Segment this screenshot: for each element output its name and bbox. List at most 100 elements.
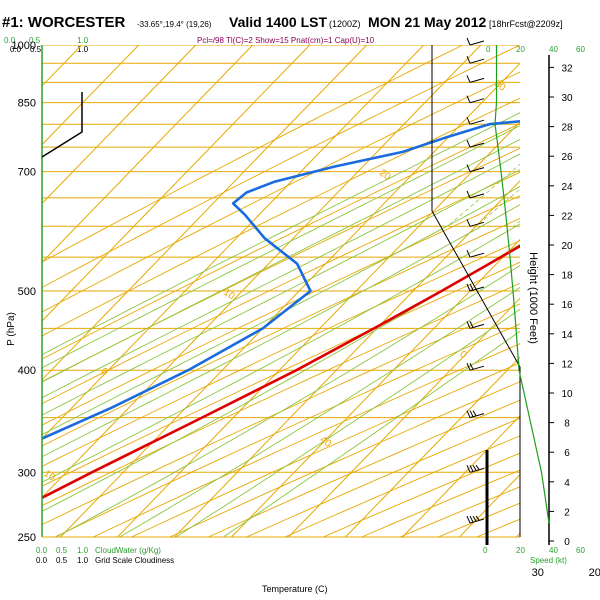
speed-scale-top-0: 0 [486,45,491,54]
height-tick-label: 30 [561,93,573,104]
height-tick-label: 20 [561,241,573,252]
isotherm-label: 20 [377,167,393,183]
wind-barb [469,119,485,125]
speed-scale-bottom-2: 40 [549,546,558,555]
mixing-ratio-line [568,45,600,226]
isotherm-line [42,45,254,263]
isotherm-line [60,62,520,537]
mixing-ratio-line [447,163,520,227]
dry-adiabat-line [169,381,520,537]
moist-adiabat-line [42,112,520,356]
height-tick-label: 0 [564,537,570,548]
speed-scale-bottom-0: 0 [483,546,488,555]
cloud-scale-bottom-g1: 0.5 [56,546,68,555]
speed-axis-label: Speed (kt) [530,556,567,565]
isotherm-label: 30 [492,78,508,94]
speed-scale-top-2: 40 [549,45,558,54]
isotherm-line [42,45,425,440]
moist-adiabat-line [42,204,520,458]
height-axis-label: Height (1000 Feet) [527,252,539,344]
height-tick-label: 26 [561,152,573,163]
dry-adiabat-line [42,217,520,447]
dry-adiabat-line [42,97,520,337]
wind-barb-flag [466,95,471,103]
speed-scale-top-1: 20 [516,45,525,54]
wind-barb [469,518,485,524]
cloud-scale-top-1: 0.5 [29,36,41,45]
wind-barb-flag [469,410,474,417]
wind-barb-flag [466,321,471,329]
dry-adiabat-line [42,45,464,263]
forecast-hour: [18hrFcst@2209z] [489,19,563,29]
height-tick-label: 22 [561,211,573,222]
data-layer [42,119,520,500]
wind-barb-flag [469,283,474,291]
dry-adiabat-line [42,282,520,507]
moist-adiabat-line [42,138,520,383]
moist-adiabat-line [42,243,520,512]
wind-barb-flag [466,249,471,258]
dry-adiabat-line [42,71,520,313]
temperature-tick-label: 20 [589,567,600,579]
isotherm-line [42,45,140,146]
dry-adiabat-line [42,195,520,426]
wind-barb-flag [466,283,471,292]
cloud-bracket-line [41,92,83,158]
wind-barb [469,252,485,258]
cloud-scale-top-b2: 1.0 [77,45,89,54]
wind-barb [469,98,485,104]
wind-barb [469,467,485,473]
cloud-scale-bottom-b0: 0.0 [36,556,48,565]
wind-barb-flag [469,465,474,472]
wind-barb-flag [466,56,471,64]
y-axis-label: P (hPa) [6,312,17,346]
isotherm-line [42,45,311,322]
height-tick-label: 4 [564,478,570,489]
isotherm-line [288,297,520,537]
wind-barb-flag [469,321,474,328]
height-tick-label: 14 [561,330,573,341]
wind-barb-flag [466,362,471,371]
pressure-tick-label: 250 [18,532,36,544]
dry-adiabat-line [42,303,520,526]
isotherm-line [42,45,197,205]
dry-adiabat-line [131,362,520,537]
pressure-tick-label: 850 [18,98,36,110]
isotherm-line [174,180,520,537]
wind-barb-flag [466,219,471,227]
height-tick-label: 16 [561,300,573,311]
dry-adiabat-line [42,45,520,288]
moist-adiabat-line [42,185,520,436]
axes-layer: 2503004005007008501000302010010203040024… [12,37,600,579]
wind-barb [469,221,485,227]
pressure-tick-label: 400 [18,365,36,377]
wind-barb-flag [475,464,480,470]
isotherm-line [345,356,520,537]
wind-speed-profile [494,45,550,524]
wind-barb-flag [466,410,471,418]
wind-barb-flag [472,515,477,522]
wind-barb [469,413,485,419]
dry-adiabat-line [42,123,520,360]
mixing-ratio-line [550,45,600,226]
dewpoint-profile [42,119,520,440]
wind-barb [469,142,485,148]
cloud-scale-bottom-b1: 0.5 [56,556,68,565]
dry-adiabat-line [42,171,520,405]
dry-adiabat-line [93,343,520,537]
cloud-scale-bottom-b2: 1.0 [77,556,89,565]
init-time: (1200Z) [329,19,361,29]
wind-barb [469,193,485,199]
wind-barb-flag [466,37,471,46]
moist-adiabat-line [42,223,520,483]
stability-indices: Pcl=/98 Tl(C)=2 Show=15 Pnat(cm)=1 Cap(U… [197,36,375,45]
wind-barb [469,77,485,83]
wind-barb-flag [466,465,471,473]
wind-barb-flag [466,164,471,172]
moist-adiabat-line [119,286,520,537]
moist-adiabat-line [55,265,520,537]
wind-barb [469,58,485,64]
cloud-scale-top-2: 1.0 [77,36,89,45]
wind-barb-flag [466,116,471,125]
wind-barb [469,323,485,329]
